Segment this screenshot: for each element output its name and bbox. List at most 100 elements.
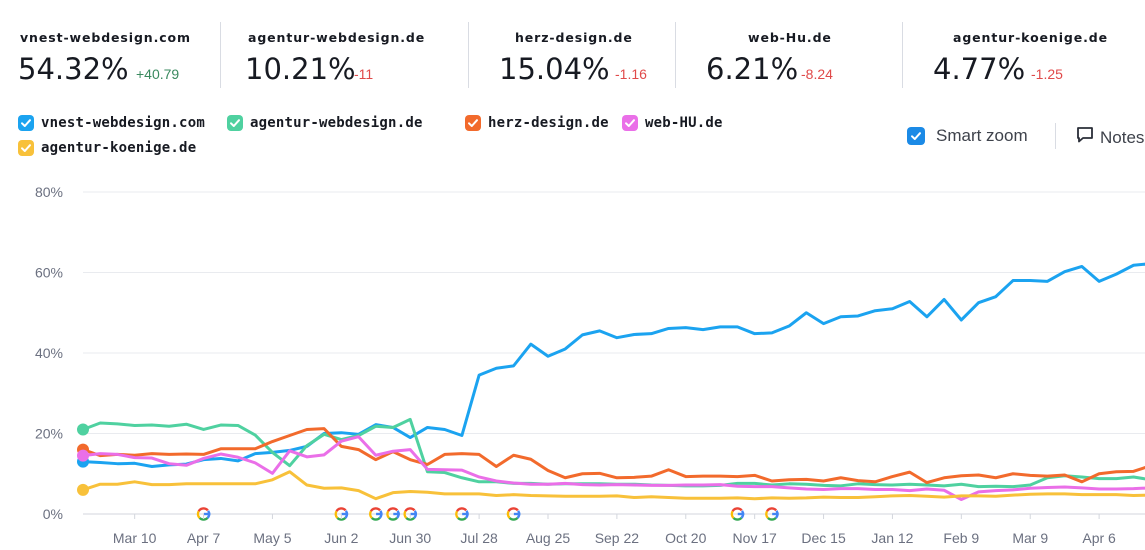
g-segment <box>336 516 347 521</box>
google-g-icon <box>403 507 418 521</box>
g-segment <box>730 510 735 519</box>
legend-item-agentur-koenige[interactable]: agentur-koenige.de <box>18 140 196 156</box>
google-g-icon <box>369 507 383 521</box>
kpi-value: 54.32% <box>18 52 129 86</box>
kpi-divider <box>675 22 676 88</box>
g-segment <box>387 507 399 512</box>
google-g-icon <box>730 507 745 521</box>
checkbox-checked-icon <box>18 140 34 156</box>
g-segment <box>197 507 209 512</box>
series-line-4 <box>81 470 1145 501</box>
legend-item-vnest[interactable]: vnest-webdesign.com <box>18 115 205 131</box>
g-segment <box>731 507 743 512</box>
notes-button[interactable]: Notes <box>1076 126 1144 149</box>
kpi-value: 10.21% <box>245 52 356 86</box>
x-tick-label: Jan 12 <box>871 530 913 546</box>
kpi-delta: -1.16 <box>615 66 647 82</box>
kpi-domain: vnest-webdesign.com <box>20 30 191 45</box>
kpi-domain: herz-design.de <box>515 30 633 45</box>
x-tick-label: Sep 22 <box>595 530 640 546</box>
g-segment <box>732 516 743 521</box>
speech-bubble-icon <box>1076 126 1094 149</box>
kpi-delta: -1.25 <box>1031 66 1063 82</box>
y-tick-label: 80% <box>35 184 63 200</box>
kpi-delta: -11 <box>354 66 374 82</box>
legend-label: web-HU.de <box>645 115 723 131</box>
g-segment <box>767 516 777 521</box>
g-segment <box>508 516 519 521</box>
kpi-divider <box>468 22 469 88</box>
chart-grid: 0% 20% 40% 60% 80% <box>35 184 1145 522</box>
g-segment <box>405 516 416 521</box>
checkbox-checked-icon <box>18 115 34 131</box>
kpi-card-agentur-koenige[interactable]: agentur-koenige.de 4.77% -1.25 <box>933 22 1133 88</box>
kpi-domain: agentur-koenige.de <box>953 30 1109 45</box>
checkbox-checked-icon <box>622 115 638 131</box>
g-segment <box>369 507 381 512</box>
g-segment <box>388 516 398 521</box>
checkbox-checked-icon <box>227 115 243 131</box>
g-segment <box>506 510 511 519</box>
kpi-divider <box>902 22 903 88</box>
kpi-delta: +40.79 <box>136 66 180 82</box>
x-tick-label: Aug 25 <box>526 530 571 546</box>
y-tick-label: 0% <box>43 506 63 522</box>
checkbox-checked-icon <box>465 115 481 131</box>
kpi-domain: web-Hu.de <box>748 30 832 45</box>
kpi-card-vnest[interactable]: vnest-webdesign.com 54.32% +40.79 <box>18 22 218 88</box>
kpi-value: 6.21% <box>706 52 799 86</box>
kpi-divider <box>220 22 221 88</box>
g-segment <box>455 510 459 519</box>
google-g-icon <box>386 507 400 521</box>
g-segment <box>198 516 209 521</box>
x-tick-label: Mar 9 <box>1012 530 1048 546</box>
google-g-icon <box>506 507 521 521</box>
x-tick-label: Jun 30 <box>389 530 431 546</box>
g-segment <box>456 507 468 512</box>
checkbox-checked-icon <box>907 127 925 145</box>
y-tick-label: 40% <box>35 345 63 361</box>
x-tick-label: Feb 9 <box>943 530 979 546</box>
series-line-2 <box>81 427 1145 485</box>
google-g-icon <box>334 507 349 521</box>
x-tick-label: May 5 <box>253 530 291 546</box>
x-tick-label: Oct 20 <box>665 530 706 546</box>
kpi-domain: agentur-webdesign.de <box>248 30 426 45</box>
kpi-value: 15.04% <box>499 52 610 86</box>
x-tick-label: Apr 6 <box>1082 530 1116 546</box>
kpi-card-web-hu[interactable]: web-Hu.de 6.21% -8.24 <box>706 22 896 88</box>
g-segment <box>334 510 339 519</box>
update-markers <box>196 507 779 521</box>
google-g-icon <box>455 507 469 521</box>
g-segment <box>404 507 416 512</box>
legend-label: vnest-webdesign.com <box>41 115 205 131</box>
google-g-icon <box>196 507 211 521</box>
series-start-dot-1 <box>77 423 89 436</box>
legend-label: agentur-webdesign.de <box>250 115 423 131</box>
line-chart[interactable]: 0% 20% 40% 60% 80% Mar 10 Apr 7 May 5 Jun 2 Jun … <box>0 170 1145 550</box>
kpi-delta: -8.24 <box>801 66 833 82</box>
kpi-strip: vnest-webdesign.com 54.32% +40.79 agentu… <box>0 0 1145 100</box>
g-segment <box>335 507 347 512</box>
g-segment <box>369 510 373 519</box>
x-tick-label: Apr 7 <box>187 530 221 546</box>
kpi-card-agentur-webdesign[interactable]: agentur-webdesign.de 10.21% -11 <box>245 22 465 88</box>
legend-item-agentur-webdesign[interactable]: agentur-webdesign.de <box>227 115 423 131</box>
legend-item-web-hu[interactable]: web-HU.de <box>622 115 723 131</box>
x-tick-label: Jun 2 <box>324 530 358 546</box>
legend-label: herz-design.de <box>488 115 609 131</box>
kpi-card-herz-design[interactable]: herz-design.de 15.04% -1.16 <box>499 22 669 88</box>
x-tick-label: Mar 10 <box>113 530 157 546</box>
kpi-value: 4.77% <box>933 52 1026 86</box>
g-segment <box>765 510 769 519</box>
smart-zoom-label: Smart zoom <box>936 126 1028 145</box>
smart-zoom-toggle[interactable]: Smart zoom <box>907 126 1028 146</box>
chart-series <box>77 262 1145 502</box>
y-tick-label: 60% <box>35 265 63 281</box>
series-start-dot-4 <box>77 483 89 496</box>
g-segment <box>370 516 381 521</box>
legend-item-herz-design[interactable]: herz-design.de <box>465 115 609 131</box>
x-tick-label: Dec 15 <box>801 530 846 546</box>
series-line-0 <box>81 262 1145 468</box>
g-segment <box>457 516 467 521</box>
